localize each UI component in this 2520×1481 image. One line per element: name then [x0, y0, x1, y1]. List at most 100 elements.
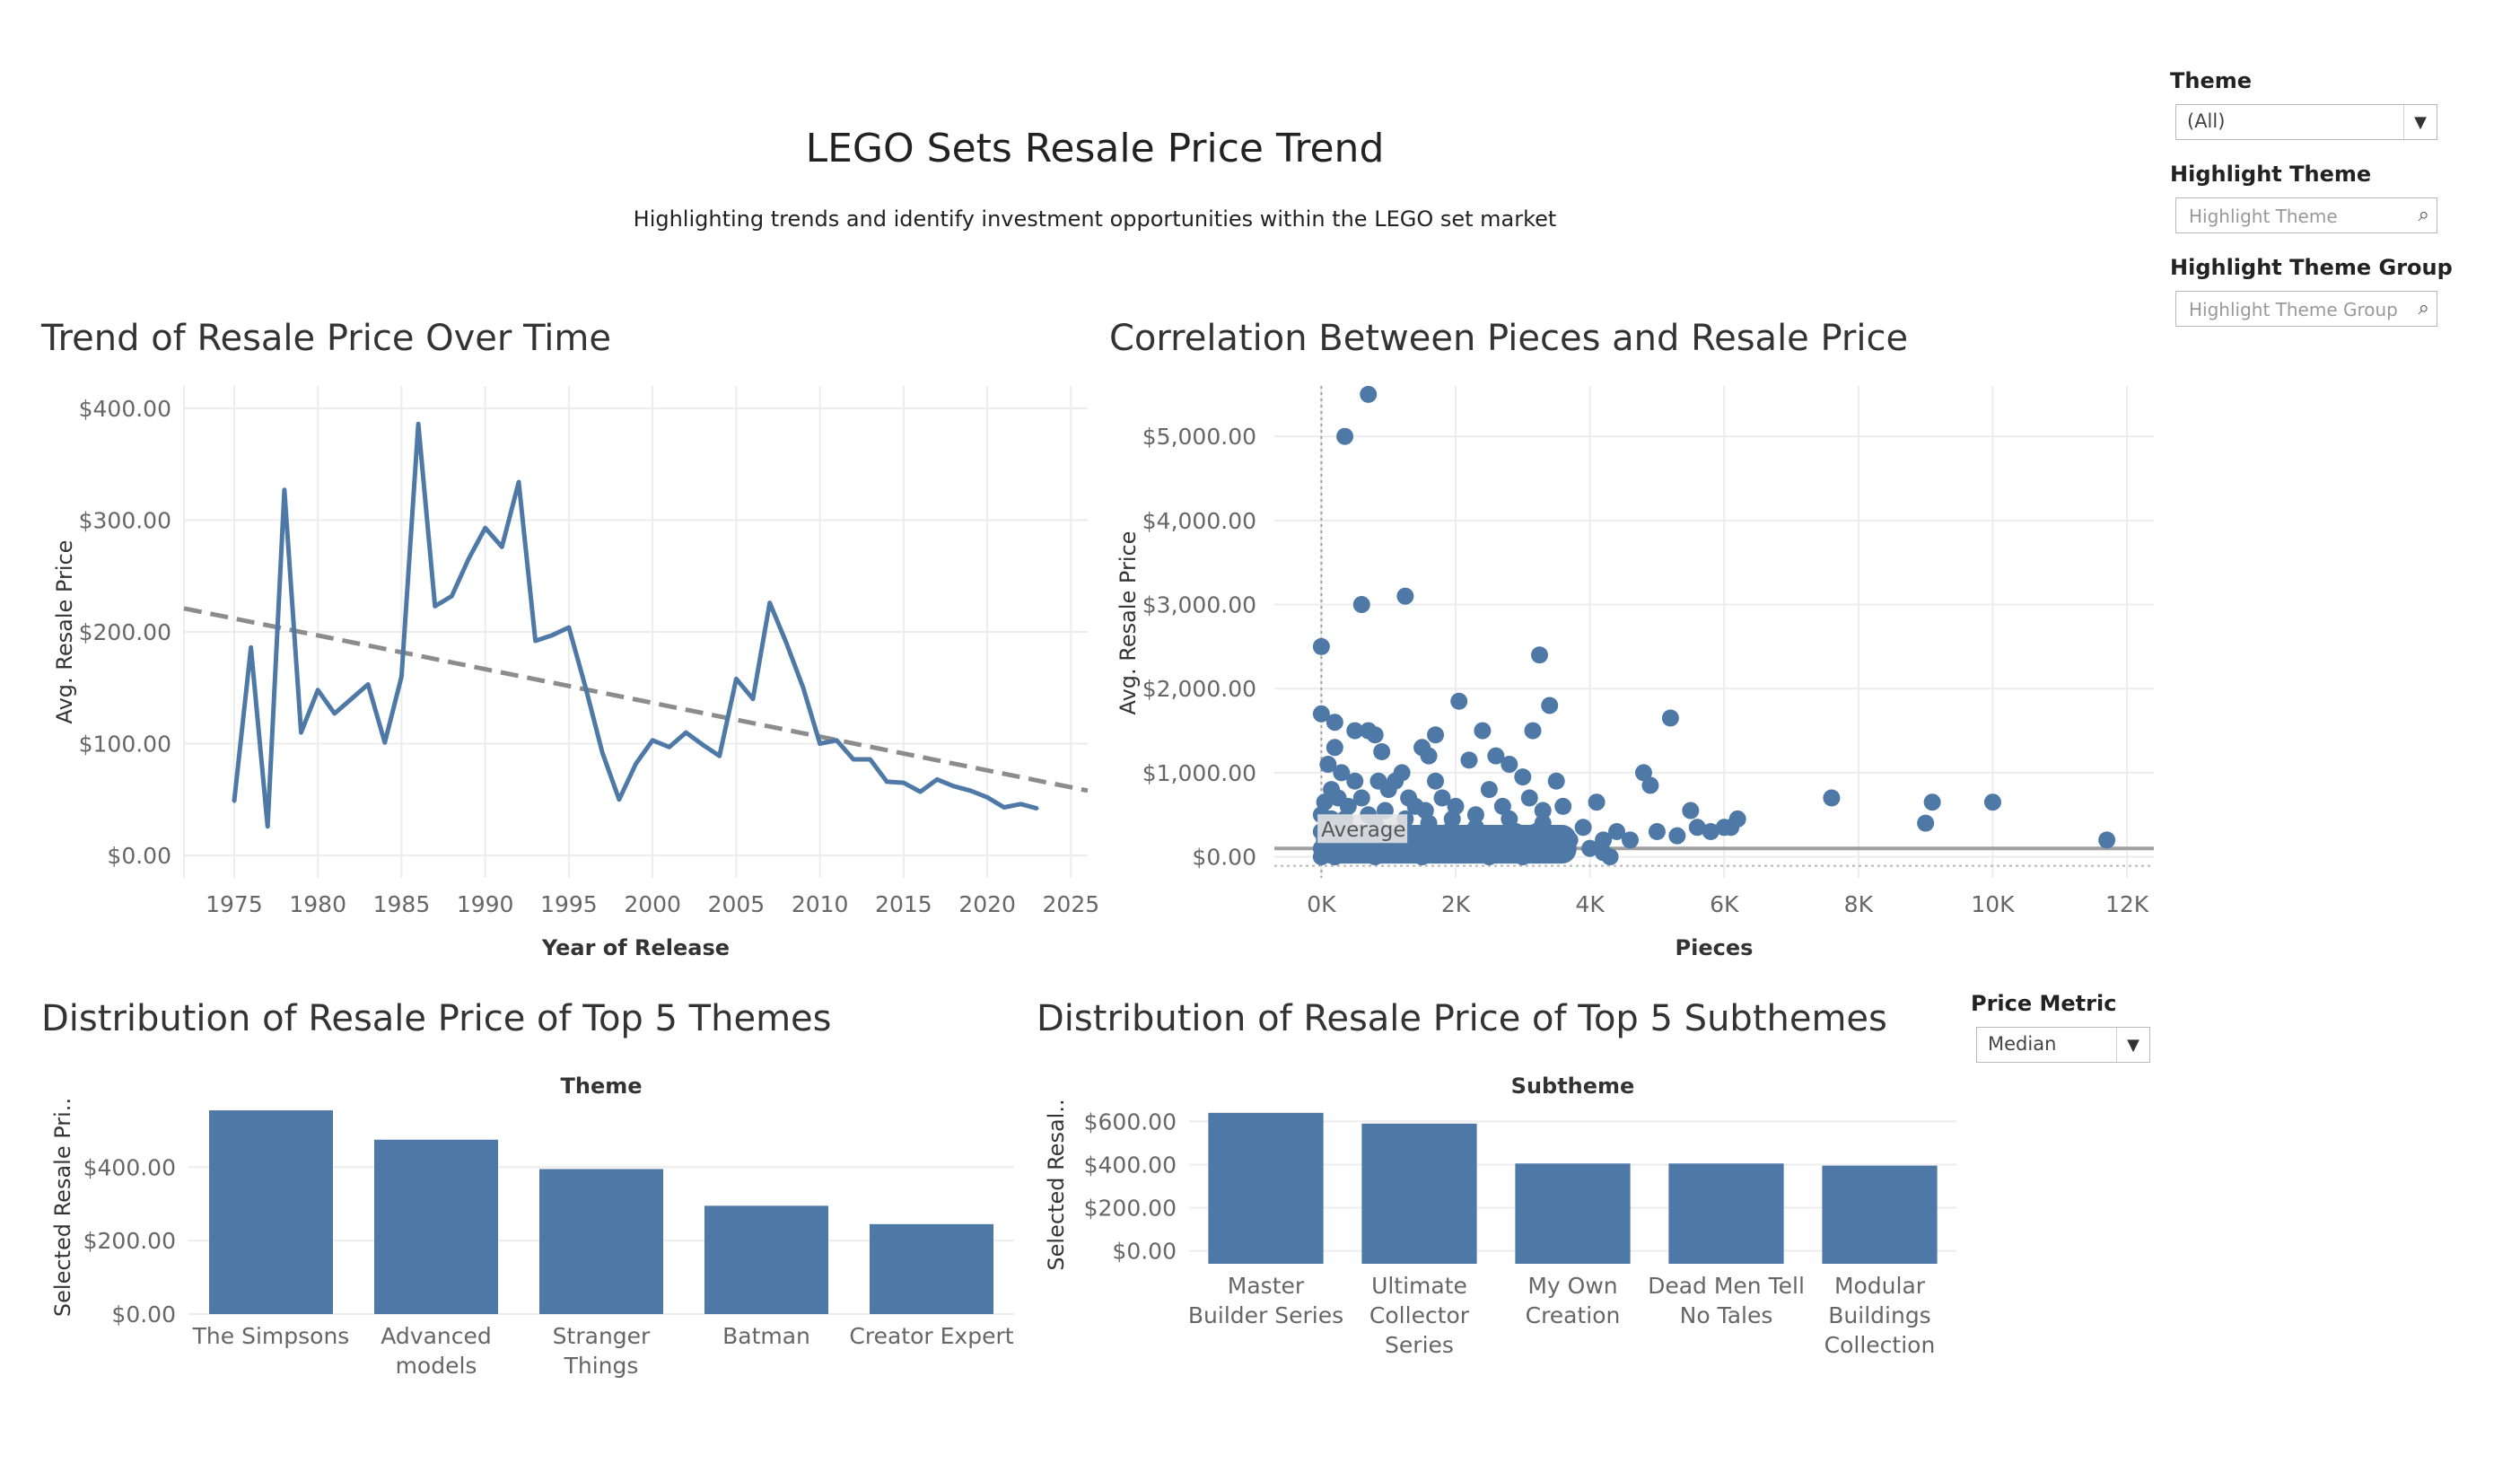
scatter-point	[1427, 726, 1445, 744]
scatter-point	[1601, 848, 1619, 866]
trend-point	[366, 683, 370, 687]
scatter-point	[1373, 742, 1391, 760]
subthemes-y-tick-label: $0.00	[1112, 1239, 1177, 1265]
scatter-point	[1396, 587, 1414, 605]
trend-point	[550, 634, 554, 637]
trend-point	[584, 686, 588, 689]
scatter-point	[1346, 722, 1364, 740]
highlight-theme-search[interactable]: ⌕	[2175, 197, 2437, 233]
themes-bar	[704, 1205, 828, 1314]
scatter-point	[1319, 756, 1337, 774]
themes-chart-title: Distribution of Resale Price of Top 5 Th…	[41, 998, 832, 1039]
trend-point	[500, 545, 503, 548]
scatter-point	[1480, 781, 1498, 799]
theme-filter-select[interactable]: (All) ▼	[2175, 104, 2437, 140]
price-metric-select[interactable]: Median ▼	[1976, 1027, 2150, 1063]
caret-down-icon[interactable]: ▼	[2403, 105, 2437, 139]
scatter-point	[1420, 747, 1438, 765]
subthemes-bar	[1361, 1123, 1477, 1264]
trend-point	[450, 594, 453, 598]
trend-point	[985, 795, 989, 799]
correlation-x-tick-label: 8K	[1844, 891, 1874, 917]
caret-down-icon[interactable]: ▼	[2116, 1028, 2149, 1062]
scatter-point	[1524, 722, 1542, 740]
scatter-point	[1427, 772, 1445, 790]
scatter-point	[1443, 810, 1461, 828]
scatter-point	[1621, 831, 1639, 849]
trend-point	[751, 697, 755, 701]
subthemes-category-label: No Tales	[1680, 1302, 1773, 1328]
scatter-point	[1346, 844, 1364, 862]
highlight-theme-input[interactable]	[2187, 202, 2406, 231]
trend-point	[835, 739, 838, 742]
scatter-point	[1333, 764, 1351, 782]
themes-category-label: Things	[564, 1353, 639, 1379]
highlight-theme-label: Highlight Theme	[2170, 162, 2372, 187]
scatter-point	[1360, 385, 1378, 403]
highlight-theme-group-input[interactable]	[2187, 295, 2406, 324]
trend-x-tick-label: 2025	[1043, 891, 1100, 917]
subthemes-category-label: My Own	[1527, 1273, 1617, 1299]
trend-point	[249, 645, 253, 649]
trend-point	[534, 639, 538, 643]
trend-x-tick-label: 2010	[792, 891, 849, 917]
themes-category-label: Stranger	[553, 1323, 651, 1349]
trend-point	[968, 789, 972, 793]
correlation-x-tick-label: 10K	[1971, 891, 2015, 917]
trend-point	[801, 686, 805, 689]
trend-point	[232, 800, 236, 803]
themes-y-tick-label: $0.00	[111, 1301, 176, 1328]
themes-y-tick-label: $200.00	[83, 1228, 176, 1254]
average-label-bg	[1317, 814, 1408, 844]
trend-point	[784, 641, 788, 644]
scatter-point	[1520, 789, 1538, 807]
scatter-point	[1447, 844, 1465, 862]
trend-x-tick-label: 1975	[206, 891, 263, 917]
trend-point	[567, 626, 571, 629]
scatter-point	[1487, 836, 1505, 854]
scatter-point	[1493, 797, 1511, 815]
scatter-point	[1648, 822, 1666, 840]
themes-category-label: The Simpsons	[192, 1323, 350, 1349]
correlation-x-tick-label: 12K	[2105, 891, 2149, 917]
trend-x-tick-label: 1985	[373, 891, 431, 917]
subthemes-y-tick-label: $200.00	[1084, 1196, 1177, 1222]
correlation-y-tick-label: $1,000.00	[1142, 760, 1256, 786]
scatter-point	[1923, 793, 1941, 811]
scatter-point	[1413, 848, 1431, 866]
highlight-theme-group-search[interactable]: ⌕	[2175, 291, 2437, 327]
trend-x-tick-label: 1995	[540, 891, 598, 917]
trend-point	[300, 731, 303, 734]
subthemes-y-axis-label: Selected Resal..	[1044, 1099, 1069, 1270]
scatter-point	[1366, 726, 1384, 744]
trend-y-tick-label: $400.00	[79, 396, 171, 422]
scatter-point	[1326, 739, 1343, 757]
trend-point	[1019, 802, 1022, 806]
trend-point	[399, 675, 403, 679]
correlation-y-tick-label: $5,000.00	[1142, 424, 1256, 450]
trend-x-tick-label: 2000	[624, 891, 681, 917]
scatter-point	[1326, 714, 1343, 732]
scatter-point	[1366, 848, 1384, 866]
scatter-point	[1316, 793, 1334, 811]
scatter-point	[1547, 844, 1565, 862]
subthemes-category-label: Buildings	[1828, 1302, 1930, 1328]
trend-x-axis-label: Year of Release	[541, 935, 730, 960]
trend-x-tick-label: 2005	[708, 891, 766, 917]
scatter-point	[1312, 705, 1330, 723]
scatter-point	[1416, 802, 1434, 819]
trend-point	[651, 739, 654, 742]
correlation-x-tick-label: 4K	[1575, 891, 1605, 917]
themes-category-label: models	[396, 1353, 477, 1379]
trend-y-tick-label: $200.00	[79, 619, 171, 645]
scatter-point	[1326, 848, 1343, 866]
scatter-point	[1541, 697, 1559, 714]
themes-category-label: Batman	[722, 1323, 810, 1349]
scatter-point	[1682, 802, 1700, 819]
scatter-point	[1460, 839, 1478, 857]
themes-bar	[209, 1110, 333, 1314]
subthemes-category-label: Master	[1228, 1273, 1305, 1299]
scatter-point	[1554, 797, 1572, 815]
themes-category-label: Creator Expert	[849, 1323, 1013, 1349]
scatter-point	[1460, 751, 1478, 769]
